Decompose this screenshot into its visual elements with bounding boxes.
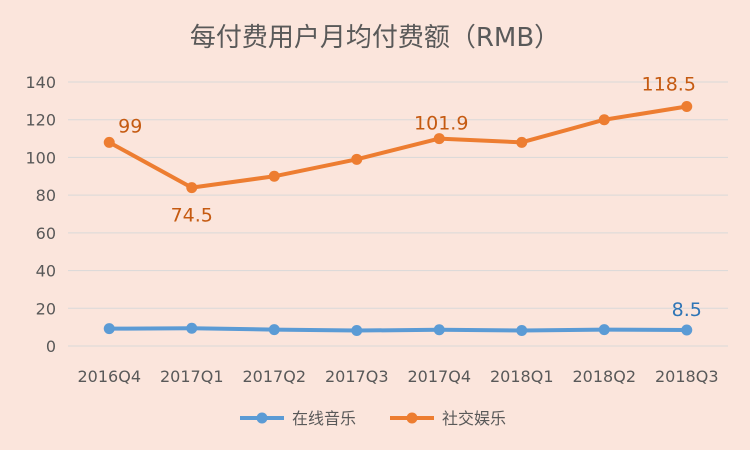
data-point <box>268 170 280 182</box>
data-label: 99 <box>118 115 142 137</box>
data-point <box>681 324 693 336</box>
data-point <box>268 324 280 336</box>
x-tick-label: 2017Q2 <box>243 367 307 386</box>
legend-swatch-marker <box>256 412 268 424</box>
y-tick-label: 140 <box>25 73 56 92</box>
y-tick-label: 40 <box>36 262 56 281</box>
series-line-0 <box>107 326 689 333</box>
series-lines <box>103 101 693 337</box>
x-tick-label: 2018Q3 <box>655 367 719 386</box>
y-tick-label: 80 <box>36 186 56 205</box>
data-point <box>516 136 528 148</box>
chart-title: 每付费用户月均付费额（RMB） <box>190 23 560 53</box>
data-point <box>103 136 115 148</box>
data-point <box>186 182 198 194</box>
legend: 在线音乐 社交娱乐 <box>240 409 506 428</box>
x-tick-label: 2016Q4 <box>78 367 142 386</box>
legend-label: 社交娱乐 <box>442 409 506 428</box>
x-tick-label: 2017Q4 <box>408 367 472 386</box>
y-tick-label: 100 <box>25 148 56 167</box>
legend-swatch-marker <box>406 412 418 424</box>
x-tick-label: 2018Q1 <box>490 367 554 386</box>
y-tick-label: 0 <box>46 337 56 356</box>
x-tick-label: 2017Q1 <box>160 367 224 386</box>
data-point <box>103 323 115 335</box>
y-tick-label: 20 <box>36 299 56 318</box>
data-labels: 8.5 99 74.5 101.9 118.5 <box>118 74 702 321</box>
data-point <box>598 324 610 336</box>
data-point <box>433 324 445 336</box>
y-tick-label: 60 <box>36 224 56 243</box>
data-point <box>351 325 363 337</box>
y-tick-label: 120 <box>25 111 56 130</box>
data-point <box>516 325 528 337</box>
y-axis-ticks: 0 20 40 60 80 100 120 140 <box>25 73 56 356</box>
data-label: 101.9 <box>414 113 468 135</box>
gridlines <box>68 81 728 347</box>
x-tick-label: 2017Q3 <box>325 367 389 386</box>
legend-label: 在线音乐 <box>292 409 356 428</box>
data-point <box>186 322 198 334</box>
data-point <box>351 153 363 165</box>
data-point <box>681 101 693 113</box>
x-axis-ticks: 2016Q4 2017Q1 2017Q2 2017Q3 2017Q4 2018Q1 2018… <box>78 367 719 386</box>
data-label: 8.5 <box>672 299 702 321</box>
data-label: 74.5 <box>171 205 213 227</box>
data-label: 118.5 <box>642 74 696 96</box>
series-line-1 <box>107 104 689 190</box>
x-tick-label: 2018Q2 <box>573 367 637 386</box>
data-point <box>598 114 610 126</box>
data-point <box>433 133 445 145</box>
